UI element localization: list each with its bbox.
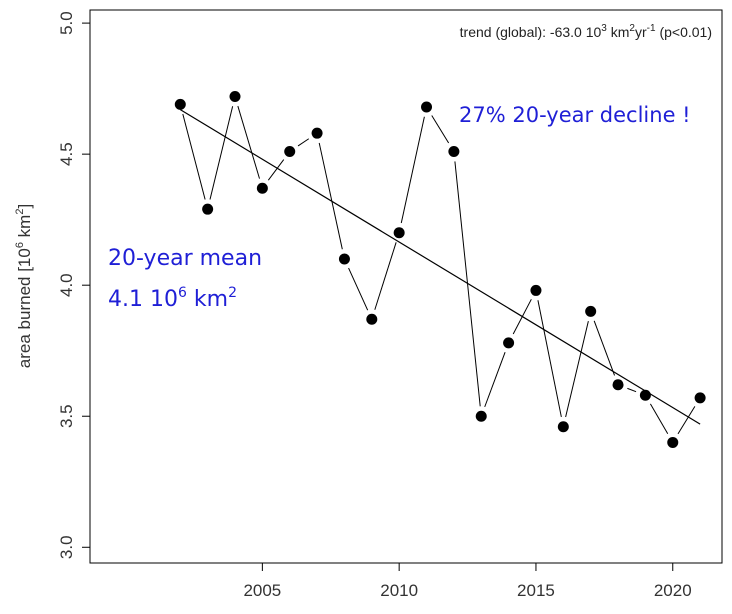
data-point [338, 253, 350, 265]
data-point [448, 146, 460, 158]
mean-annotation-a: 4.1 10 [108, 287, 178, 312]
x-tick-label: 2015 [517, 581, 555, 600]
series-segment [182, 113, 206, 200]
series-segment [537, 300, 562, 418]
series-segment [431, 115, 450, 144]
y-tick-label: 3.0 [57, 535, 76, 559]
y-tick-label: 3.5 [57, 404, 76, 428]
series-segment [677, 406, 696, 435]
y-axis: 3.0 3.5 4.0 4.5 5.0 [57, 11, 90, 559]
data-point [311, 127, 323, 139]
y-axis-label-suffix: ] [15, 204, 34, 209]
trend-annotation-c: yr [635, 24, 647, 40]
y-tick-label: 4.0 [57, 273, 76, 297]
trend-annotation-sup1: 3 [601, 23, 607, 34]
y-axis-label-sup2: 2 [14, 209, 26, 215]
data-point [585, 305, 597, 317]
series-segment [348, 267, 369, 311]
series-segment [209, 106, 234, 200]
x-tick-label: 2010 [380, 581, 418, 600]
data-point [639, 389, 651, 401]
x-tick-label: 2020 [654, 581, 692, 600]
data-point [284, 146, 296, 158]
plot-frame [89, 9, 723, 564]
decline-annotation: 27% 20-year decline ! [459, 103, 691, 127]
y-axis-label: area burned [106 km2] [14, 204, 34, 368]
data-point [694, 392, 706, 404]
series-segment [484, 352, 506, 408]
series-points [174, 90, 706, 448]
data-point [667, 436, 679, 448]
series-segment [565, 321, 589, 418]
data-point [229, 90, 241, 102]
mean-annotation-b: km [187, 287, 228, 312]
trend-annotation-a: trend (global): -63.0 10 [460, 24, 602, 40]
series-segment [512, 299, 532, 335]
y-tick-label: 5.0 [57, 11, 76, 35]
data-point [366, 313, 378, 325]
y-tick-label: 4.5 [57, 142, 76, 166]
series-segment [593, 320, 616, 376]
trend-annotation-sup2: 2 [629, 23, 635, 34]
data-point [256, 182, 268, 194]
trend-annotation: trend (global): -63.0 103 km2yr-1 (p<0.0… [460, 23, 712, 40]
data-point [421, 101, 433, 113]
series-segment [297, 138, 310, 147]
data-point [612, 379, 624, 391]
series-segment [237, 105, 260, 179]
series-segment [400, 116, 425, 224]
series-segment [374, 242, 397, 310]
data-point [503, 337, 515, 349]
mean-annotation-sup2: 2 [228, 285, 237, 301]
y-axis-label-mid: km [15, 215, 34, 242]
data-point [174, 98, 186, 110]
series-segment [627, 387, 637, 393]
trend-annotation-sup3: -1 [647, 23, 656, 34]
mean-annotation-line2: 4.1 106 km2 [108, 285, 237, 312]
y-axis-label-sup1: 6 [14, 242, 26, 248]
trend-annotation-b: km [607, 24, 630, 40]
series-segment [318, 142, 343, 250]
data-point [475, 410, 487, 422]
series-segments [182, 105, 696, 435]
mean-annotation-line1: 20-year mean [108, 246, 262, 271]
y-axis-label-prefix: area burned [10 [15, 248, 34, 368]
data-point [530, 284, 542, 296]
trend-annotation-d: (p<0.01) [656, 24, 712, 40]
data-point [393, 227, 405, 239]
x-tick-label: 2005 [243, 581, 281, 600]
data-point [557, 421, 569, 433]
series-segment [649, 403, 669, 435]
series-segment [267, 159, 285, 181]
series-segment [454, 161, 481, 407]
mean-annotation-sup: 6 [178, 285, 187, 301]
x-axis: 2005 2010 2015 2020 [243, 563, 692, 600]
data-point [202, 203, 214, 215]
